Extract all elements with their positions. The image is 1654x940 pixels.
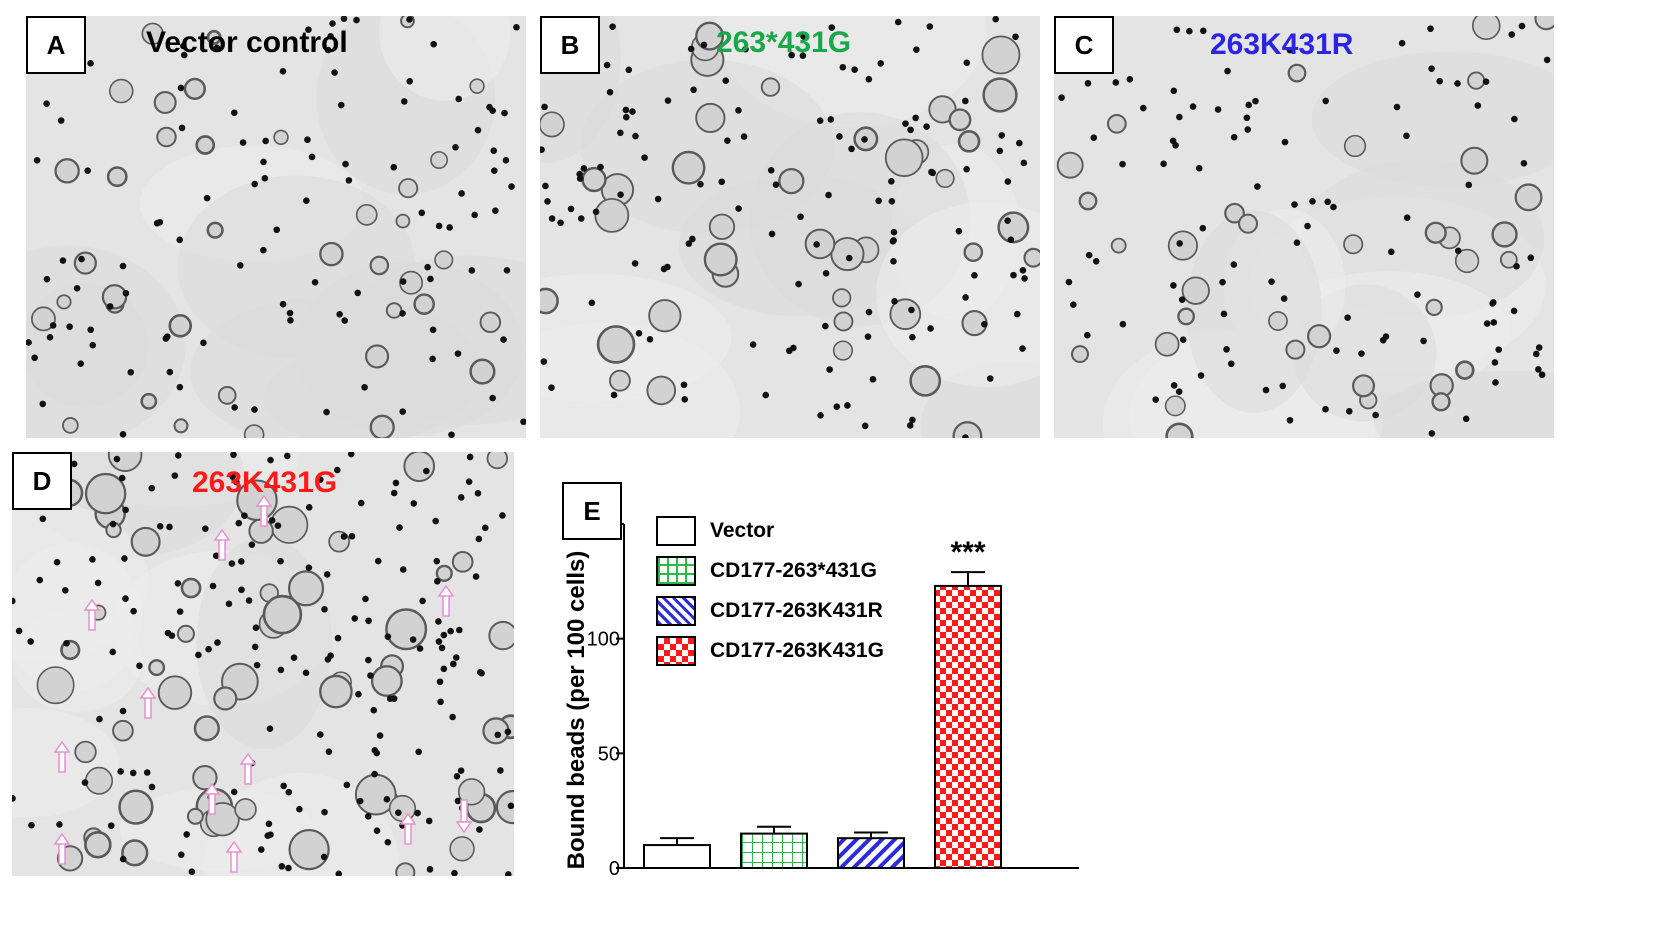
micrograph-panel-b: B 263*431G [540,16,1040,438]
panel-title-b: 263*431G [716,26,852,59]
panel-letter-b: B [540,16,600,74]
arrow-marker [83,598,101,631]
arrow-marker [255,494,273,527]
bar-4 [934,584,1002,869]
micrograph-panel-d: D 263K431G [12,452,514,876]
legend-item-4: CD177-263K431G [656,636,884,666]
y-tick-label: 100 [587,629,620,651]
legend-item-1: Vector [656,516,774,546]
legend-label: CD177-263K431R [710,599,883,622]
arrow-marker [399,812,417,845]
bar-3 [837,837,905,870]
y-tick-label: 50 [598,743,620,765]
legend-swatch [656,636,696,666]
panel-title-c: 263K431R [1210,28,1354,61]
panel-letter-e: E [562,482,622,540]
panel-letter-a: A [26,16,86,74]
micrograph-image-d [12,452,514,876]
arrow-marker [225,840,243,873]
arrow-marker [53,740,71,773]
arrow-marker [203,782,221,815]
panel-letter-c: C [1054,16,1114,74]
arrow-marker [139,686,157,719]
bar-chart-panel-e: *** 050100150 Bound beads (per 100 cells… [562,482,1102,940]
bar-2 [740,832,808,870]
legend-label: CD177-263K431G [710,639,884,662]
legend-swatch [656,596,696,626]
micrograph-image-a [26,16,526,438]
bar-1 [643,844,711,870]
panel-title-d: 263K431G [192,466,338,499]
legend-item-3: CD177-263K431R [656,596,883,626]
arrow-marker [53,832,71,865]
micrograph-panel-c: C 263K431R [1054,16,1554,438]
arrow-marker [437,584,455,617]
micrograph-panel-a: A Vector control [26,16,526,438]
legend-item-2: CD177-263*431G [656,556,877,586]
legend-label: CD177-263*431G [710,559,877,582]
arrow-marker [455,799,473,834]
micrograph-image-b [540,16,1040,438]
panel-letter-d: D [12,452,72,510]
legend-swatch [656,516,696,546]
legend-swatch [656,556,696,586]
y-axis-label: Bound beads (per 100 cells) [563,551,590,870]
legend-label: Vector [710,519,775,542]
significance-label: *** [950,536,985,569]
arrow-marker [239,752,257,785]
y-tick-label: 0 [609,858,620,880]
bar-chart: *** 050100150 Bound beads (per 100 cells… [563,514,1079,880]
panel-title-a: Vector control [146,26,348,59]
micrograph-image-c [1054,16,1554,438]
arrow-marker [213,528,231,561]
